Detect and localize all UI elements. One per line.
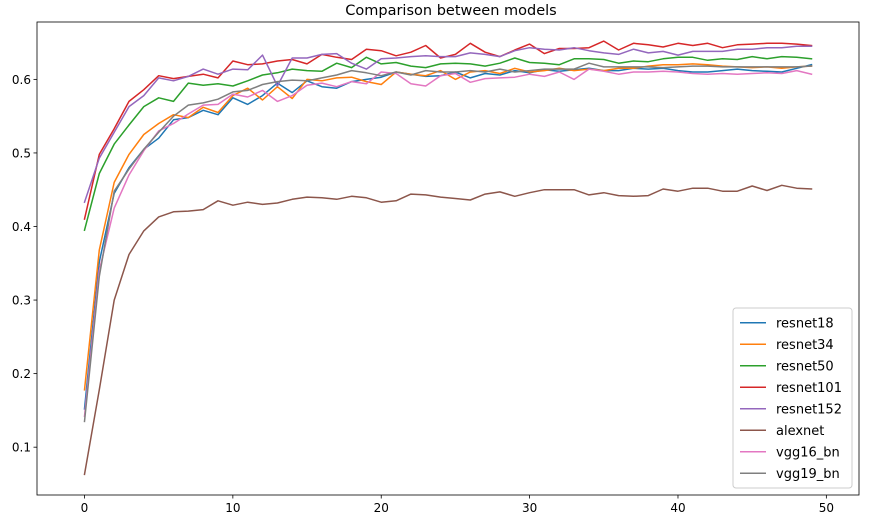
- series-line-resnet18: [83, 63, 813, 410]
- y-tick-label: 0.1: [12, 441, 31, 455]
- legend-box: [732, 307, 853, 489]
- y-tick-label: 0.5: [12, 146, 31, 160]
- plot-frame: [36, 21, 860, 496]
- y-tick-label: 0.2: [12, 367, 31, 381]
- legend-label-vgg16_bn: vgg16_bn: [776, 445, 840, 460]
- legend-label-resnet101: resnet101: [776, 381, 842, 396]
- legend-label-alexnet: alexnet: [776, 424, 824, 439]
- legend-label-resnet152: resnet152: [776, 402, 842, 417]
- legend-label-resnet18: resnet18: [776, 316, 834, 331]
- x-tick-label: 30: [522, 501, 537, 515]
- series-line-vgg19_bn: [83, 62, 813, 423]
- series-line-resnet34: [83, 63, 813, 391]
- legend-label-vgg19_bn: vgg19_bn: [776, 467, 840, 482]
- series-line-vgg16_bn: [83, 68, 813, 418]
- x-tick-label: 10: [225, 501, 240, 515]
- y-tick-label: 0.4: [12, 220, 31, 234]
- series-line-resnet152: [83, 45, 813, 204]
- series-line-resnet50: [83, 55, 813, 232]
- x-tick-label: 50: [819, 501, 834, 515]
- plot-area: [36, 21, 860, 496]
- y-tick-label: 0.3: [12, 294, 31, 308]
- y-tick-label: 0.6: [12, 73, 31, 87]
- x-tick-label: 0: [81, 501, 89, 515]
- legend: resnet18 resnet34 resnet50 resnet101 resnet1…: [732, 307, 853, 489]
- x-tick-label: 20: [374, 501, 389, 515]
- legend-label-resnet50: resnet50: [776, 359, 834, 374]
- x-axis: 0 10 20 30 40 50: [81, 495, 834, 515]
- chart-title: Comparison between models: [345, 3, 556, 19]
- series-line-alexnet: [83, 184, 813, 476]
- legend-label-resnet34: resnet34: [776, 338, 834, 353]
- series-line-resnet101: [83, 40, 813, 220]
- x-tick-label: 40: [670, 501, 685, 515]
- y-axis: 0.1 0.2 0.3 0.4 0.5 0.6: [12, 73, 37, 455]
